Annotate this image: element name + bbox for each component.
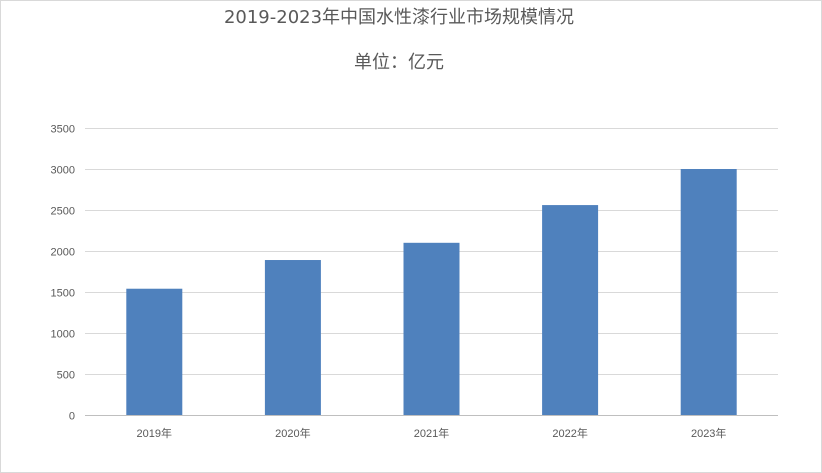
bar <box>264 260 321 415</box>
y-tick-label: 1500 <box>51 288 75 300</box>
y-tick-label: 0 <box>69 411 75 423</box>
y-tick-label: 3500 <box>51 124 75 136</box>
bar <box>403 242 460 415</box>
y-tick-label: 3000 <box>51 165 75 177</box>
bar <box>680 169 737 415</box>
bars <box>126 169 737 415</box>
x-tick-label: 2021年 <box>414 426 449 440</box>
x-tick-label: 2023年 <box>691 426 726 440</box>
y-tick-label: 2500 <box>51 206 75 218</box>
y-tick-label: 2000 <box>51 247 75 259</box>
x-tick-label: 2022年 <box>552 426 587 440</box>
y-tick-label: 500 <box>57 370 75 382</box>
bar <box>542 205 599 415</box>
y-axis-ticks: 0 500 1000 1500 2000 2500 3000 3500 <box>51 124 75 423</box>
x-tick-label: 2020年 <box>275 426 310 440</box>
x-axis-ticks: 2019年 2020年 2021年 2022年 2023年 <box>137 426 727 440</box>
bar <box>126 288 183 415</box>
chart-subtitle: 单位：亿元 <box>354 52 444 73</box>
y-tick-label: 1000 <box>51 329 75 341</box>
x-tick-label: 2019年 <box>137 426 172 440</box>
chart-title: 2019-2023年中国水性漆行业市场规模情况 <box>224 7 574 28</box>
